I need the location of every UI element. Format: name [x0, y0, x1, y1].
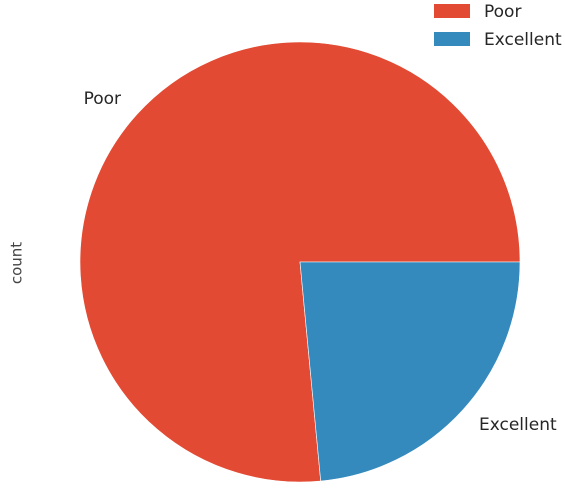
legend-label-excellent: Excellent [484, 30, 562, 50]
legend-label-poor: Poor [484, 2, 521, 22]
legend-swatch-poor [434, 4, 470, 18]
legend: Poor Excellent [434, 2, 562, 50]
legend-swatch-excellent [434, 32, 470, 46]
pie-slice-excellent [299, 261, 521, 482]
pie-slice-labels: Poor Excellent [84, 89, 557, 435]
slice-label-poor: Poor [84, 89, 121, 109]
slice-label-excellent: Excellent [479, 415, 557, 435]
y-axis-label: count [8, 242, 26, 284]
pie-slices [79, 41, 521, 483]
